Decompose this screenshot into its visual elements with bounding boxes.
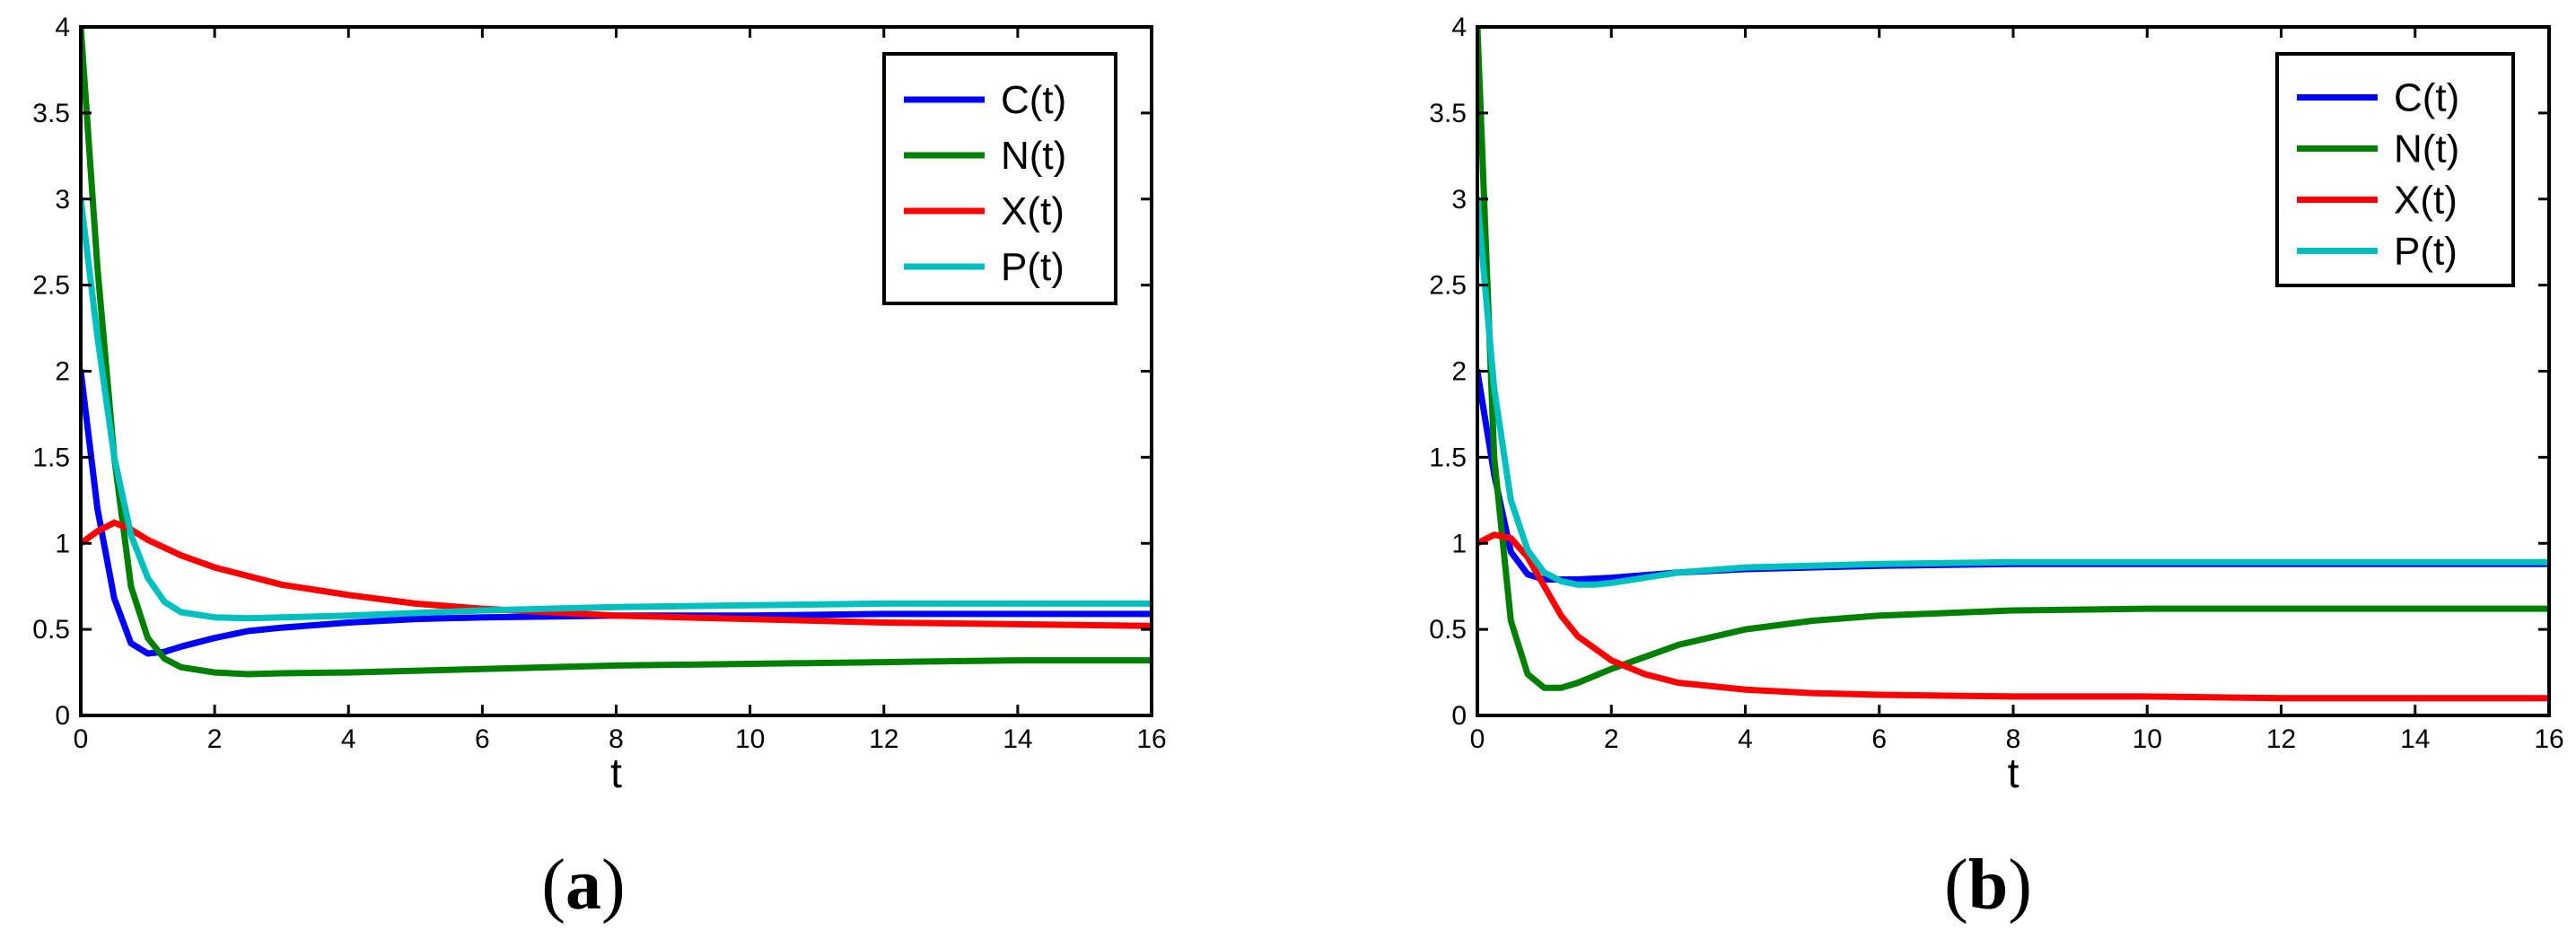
x-tick-label: 16	[1136, 724, 1166, 754]
caption-letter: a	[565, 846, 601, 925]
legend-box	[2275, 52, 2515, 287]
series-line-nt	[1477, 27, 2549, 691]
caption-letter: b	[1968, 846, 2009, 925]
series-line-pt	[1477, 196, 2549, 588]
legend-label-nt: N(t)	[2394, 127, 2459, 171]
x-tick-label: 14	[2400, 724, 2430, 754]
x-tick-label: 4	[341, 724, 356, 754]
x-tick-label: 14	[1003, 724, 1032, 754]
x-tick-label: 10	[735, 724, 765, 754]
x-tick-label: 10	[2133, 724, 2162, 754]
y-tick-label: 2	[55, 357, 70, 387]
y-tick-label: 0	[55, 701, 70, 731]
x-tick-label: 16	[2534, 724, 2563, 754]
caption-open-paren: (	[1944, 846, 1968, 925]
x-tick-label: 6	[1871, 724, 1887, 754]
series-line-pt	[81, 196, 1152, 622]
panel-caption: (a)	[541, 846, 625, 925]
y-tick-label: 3.5	[1429, 99, 1467, 128]
legend-box	[882, 52, 1117, 305]
caption-close-paren: )	[2008, 846, 2032, 925]
legend: C(t) N(t) X(t) P(t)	[882, 52, 1117, 305]
caption-open-paren: (	[541, 846, 565, 925]
y-tick-label: 2	[1451, 357, 1467, 387]
y-tick-label: 2.5	[32, 271, 70, 301]
legend-label-ct: C(t)	[2394, 76, 2459, 120]
y-tick-label: 3	[1451, 185, 1467, 215]
y-tick-label: 1.5	[1429, 443, 1467, 472]
x-tick-label: 12	[869, 724, 898, 754]
series-line-ct	[81, 368, 1152, 657]
x-tick-label: 6	[475, 724, 490, 754]
legend-label-ct: C(t)	[1001, 78, 1066, 122]
y-tick-label: 4	[55, 13, 70, 42]
legend-label-xt: X(t)	[1001, 189, 1065, 233]
x-tick-label: 0	[1470, 724, 1485, 754]
series-line-xt	[81, 519, 1152, 629]
series-line-nt	[81, 27, 1152, 678]
y-tick-label: 0.5	[1429, 615, 1467, 645]
series-line-ct	[1477, 368, 2549, 583]
y-tick-label: 1.5	[32, 443, 70, 472]
x-tick-label: 2	[1604, 724, 1619, 754]
x-tick-label: 0	[74, 724, 89, 754]
x-tick-label: 8	[2006, 724, 2021, 754]
series-line-xt	[1477, 531, 2549, 702]
series-group	[1477, 27, 2549, 702]
legend-label-pt: P(t)	[1001, 245, 1065, 289]
y-tick-label: 3.5	[32, 99, 70, 128]
y-tick-label: 3	[55, 185, 70, 215]
y-tick-label: 1	[55, 529, 70, 558]
x-axis-label: t	[2008, 750, 2020, 796]
y-tick-label: 0.5	[32, 615, 70, 645]
legend-label-xt: X(t)	[2394, 179, 2458, 223]
series-group	[81, 27, 1152, 678]
y-tick-label: 0	[1451, 701, 1467, 731]
panel-caption: (b)	[1944, 846, 2032, 925]
x-axis-label: t	[610, 750, 622, 796]
y-tick-label: 2.5	[1429, 271, 1467, 301]
caption-close-paren: )	[601, 846, 626, 925]
x-tick-label: 4	[1738, 724, 1753, 754]
x-tick-label: 8	[609, 724, 624, 754]
x-tick-label: 2	[207, 724, 223, 754]
chart-panel-a: 0 2 4 6 8 10 12 14 16 0 0.5 1 1.5 2 2.5 3 3.5 4 t C(t) N(t) X…	[32, 13, 1166, 925]
y-tick-label: 1	[1451, 529, 1467, 558]
y-tick-label: 4	[1451, 13, 1467, 42]
x-tick-label: 12	[2266, 724, 2296, 754]
legend-label-nt: N(t)	[1001, 134, 1066, 178]
legend: C(t) N(t) X(t) P(t)	[2275, 52, 2515, 287]
chart-panel-b: 0 2 4 6 8 10 12 14 16 0 0.5 1 1.5 2 2.5 3 3.5 4 t C(t) N(t) X…	[1429, 13, 2563, 925]
legend-label-pt: P(t)	[2394, 230, 2458, 274]
